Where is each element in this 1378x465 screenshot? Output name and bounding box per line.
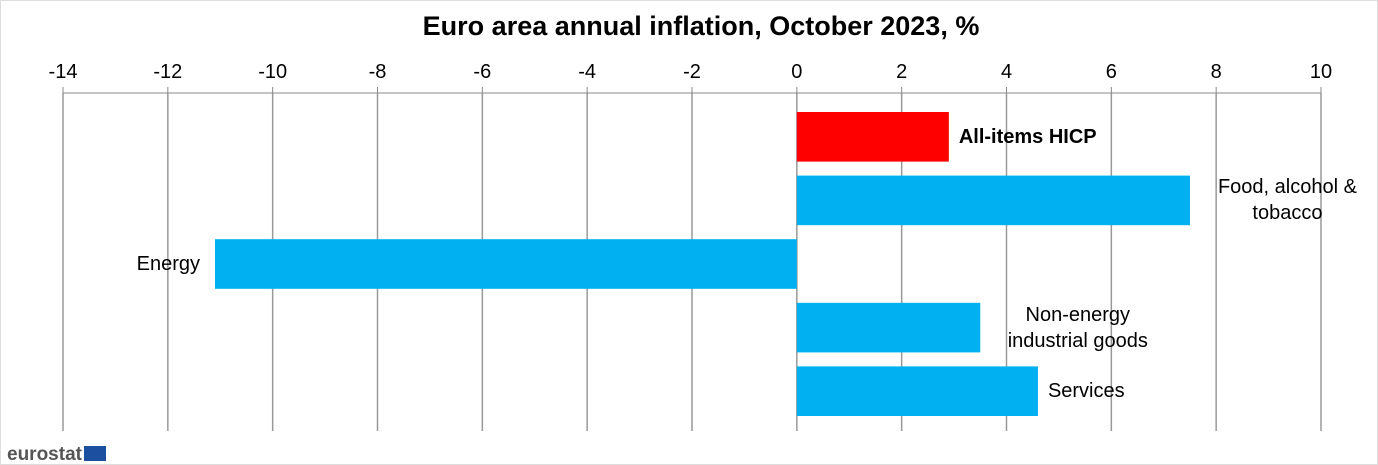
bar (215, 239, 797, 289)
x-tick-label: -8 (369, 61, 387, 83)
category-label: All-items HICP (958, 125, 1097, 148)
x-tick-label: -4 (578, 61, 596, 83)
category-label: Energy (136, 253, 201, 275)
x-tick-label: -12 (153, 61, 182, 83)
bar (796, 175, 1190, 226)
bar (796, 111, 949, 162)
category-label: Non-energy industrial goods (1007, 303, 1148, 352)
logo-text: eurostat (7, 444, 82, 465)
x-tick-label: -14 (49, 61, 78, 83)
x-tick-label: 6 (1106, 61, 1117, 83)
bar (796, 366, 1038, 417)
bar (796, 302, 981, 353)
x-tick-label: 0 (791, 61, 802, 83)
x-tick-label: -10 (258, 61, 287, 83)
chart-title: Euro area annual inflation, October 2023… (422, 11, 980, 41)
x-tick-label: 2 (896, 61, 907, 83)
x-tick-label: 10 (1310, 61, 1332, 83)
x-tick-label: -6 (473, 61, 491, 83)
x-tick-label: 4 (1001, 61, 1012, 83)
x-tick-label: 8 (1211, 61, 1222, 83)
category-label: Food, alcohol & tobacco (1217, 176, 1357, 225)
x-tick-label: -2 (683, 61, 701, 83)
logo: eurostat (7, 444, 106, 465)
flag (83, 446, 106, 461)
category-label: Services (1047, 380, 1125, 403)
